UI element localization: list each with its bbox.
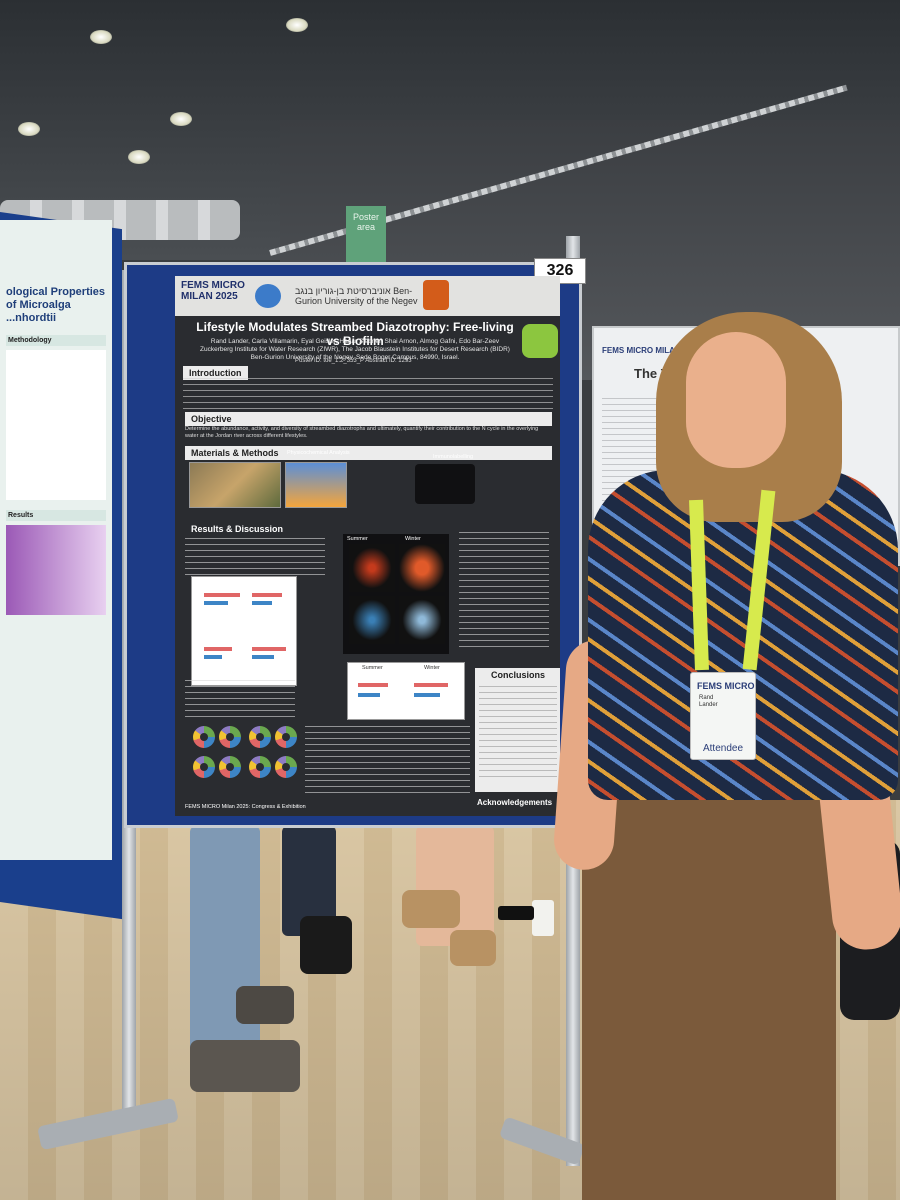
micrograph-panel: Summer Winter (343, 534, 449, 654)
summer-label: Summer (347, 536, 368, 542)
bgu-logo: אוניברסיטת בן-גוריון בנגב Ben-Gurion Uni… (295, 286, 418, 306)
immunolabelling-label: Immunolabelling (433, 454, 474, 460)
visitor-shoe (190, 1040, 300, 1092)
donut-chart (219, 726, 241, 748)
left-poster-title: ological Properties of Microalga ...nhor… (6, 286, 106, 324)
paper-cup (532, 900, 554, 936)
micrograph (349, 544, 395, 592)
poster-title: Lifestyle Modulates Streambed Diazotroph… (196, 320, 514, 348)
right-poster-header: FEMS MICRO MILAN 2025 (602, 346, 701, 355)
poster-footer: FEMS MICRO Milan 2025: Congress & Exhibi… (185, 804, 306, 810)
donut-chart (275, 726, 297, 748)
chart-bar (252, 593, 282, 597)
ceiling-light (18, 122, 40, 136)
intro-heading: Introduction (183, 366, 248, 380)
attendee-badge: FEMS MICRO Rand Lander Attendee (690, 672, 756, 760)
affiliation: Zuckerberg Institute for Water Research … (200, 346, 510, 361)
donut-chart (193, 756, 215, 778)
intro-text-lines (183, 378, 553, 410)
visitor-shoe (236, 986, 294, 1024)
visitor-shoe (300, 916, 352, 974)
conclusions-box (475, 682, 560, 792)
left-poster: ological Properties of Microalga ...nhor… (0, 220, 112, 860)
ceiling-light (90, 30, 112, 44)
materials-heading: Materials & Methods (185, 446, 552, 460)
discussion-text-lines (459, 532, 549, 652)
summer-label: Summer (362, 665, 383, 671)
badge-type: Attendee (702, 743, 744, 754)
physicochemical-label: Physicochemical Analysis (287, 450, 350, 456)
conclusions-heading: Conclusions (475, 668, 560, 682)
chart-bar (252, 655, 274, 659)
chart-bar (204, 647, 232, 651)
acknowledgements-heading: Acknowledgements (477, 798, 553, 807)
phone (498, 906, 534, 920)
chart-bar (414, 693, 440, 697)
badge-logo: FEMS MICRO (697, 681, 755, 691)
poster-area-sign: Poster area (346, 206, 386, 262)
left-poster-methodology: Methodology (6, 335, 106, 346)
results-text-lines (185, 680, 295, 720)
poster-header: FEMS MICRO MILAN 2025 אוניברסיטת בן-גורי… (175, 276, 560, 316)
chart-bar (252, 647, 286, 651)
left-poster-heatmap (6, 525, 106, 615)
chart-bar (358, 683, 388, 687)
person-pants (582, 780, 836, 1200)
chart-bar (414, 683, 448, 687)
diversity-text-lines (305, 726, 470, 796)
badge-name: Rand Lander (699, 695, 718, 708)
chart-bar (204, 601, 228, 605)
bidr-logo (255, 284, 281, 308)
objective-heading: Objective (185, 412, 552, 426)
visitor-sandal (402, 890, 460, 928)
chart-bar (204, 655, 222, 659)
donut-chart (219, 756, 241, 778)
poster-id: Poster ID: toe_1.2_353_P Abstract ID: 12… (295, 358, 412, 364)
free-living-fixation-chart: Summer Winter (347, 662, 465, 720)
flame-logo (423, 280, 449, 310)
donut-chart (249, 756, 271, 778)
micrograph (399, 596, 445, 644)
visitor-sandal (450, 930, 496, 966)
green-badge-icon (522, 324, 558, 358)
results-text-lines (185, 538, 325, 578)
ceiling-light (286, 18, 308, 32)
immunolabel-figure (415, 464, 475, 504)
person-face (686, 332, 786, 468)
ceiling-light (128, 150, 150, 164)
fems-logo: FEMS MICRO MILAN 2025 (181, 280, 245, 302)
chart-bar (252, 601, 272, 605)
results-heading: Results & Discussion (191, 524, 284, 534)
winter-label: Winter (405, 536, 421, 542)
donut-chart (193, 726, 215, 748)
nitrogen-fixation-chart (191, 576, 297, 686)
micrograph (349, 596, 395, 644)
author-list: Rand Lander, Carla Villamarin, Eyal Geis… (210, 338, 500, 345)
ceiling-light (170, 112, 192, 126)
donut-charts (191, 724, 301, 794)
sampling-figure (285, 462, 347, 508)
conclusions-text-lines (479, 686, 557, 782)
chart-bar (358, 693, 380, 697)
river-map-figure (189, 462, 281, 508)
objective-text: Determine the abundance, activity, and d… (185, 426, 539, 439)
visitor-legs (416, 826, 494, 946)
winter-label: Winter (424, 665, 440, 671)
left-poster-results: Results (6, 510, 106, 521)
micrograph (399, 544, 445, 592)
chart-bar (204, 593, 240, 597)
poster-authors: Rand Lander, Carla Villamarin, Eyal Geis… (195, 338, 515, 362)
donut-chart (249, 726, 271, 748)
donut-chart (275, 756, 297, 778)
research-poster: FEMS MICRO MILAN 2025 אוניברסיטת בן-גורי… (175, 276, 560, 816)
left-poster-figure (6, 350, 106, 500)
